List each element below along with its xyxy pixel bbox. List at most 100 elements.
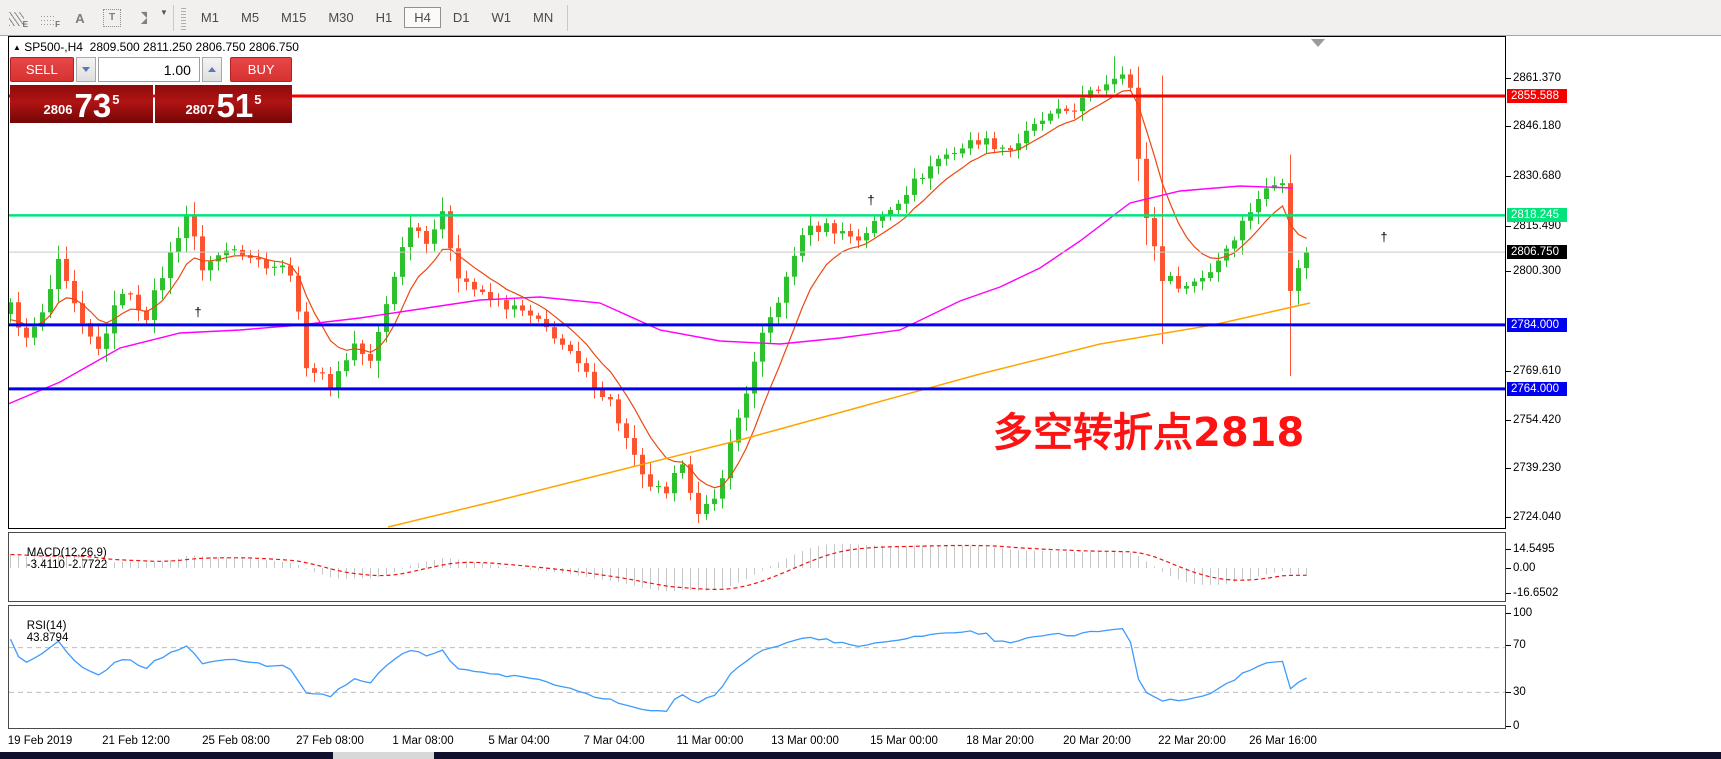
boxed-t-icon: T (103, 8, 121, 27)
buy-button[interactable]: BUY (230, 57, 293, 82)
date-tick-label: 18 Mar 20:00 (966, 735, 1034, 747)
axis-tick-mark (1506, 176, 1511, 177)
rsi-panel[interactable] (8, 605, 1506, 729)
date-tick-label: 20 Mar 20:00 (1063, 735, 1131, 747)
macd-label: MACD(12,26,9) -3.4110 -2.7722 (14, 535, 107, 583)
toolbar-separator (172, 4, 174, 31)
date-tick-label: 7 Mar 04:00 (583, 735, 645, 747)
axis-tick-mark (1506, 549, 1511, 550)
chart-header: ▲ SP500-,H4 2809.500 2811.250 2806.750 2… (13, 40, 299, 54)
timeframe-button-M15[interactable]: M15 (281, 10, 307, 25)
indicators-pattern-icon[interactable]: E (1, 5, 31, 31)
price-tick: 2846.180 (1513, 120, 1561, 132)
axis-tick-mark (1506, 593, 1511, 594)
date-tick-label: 27 Feb 08:00 (296, 735, 364, 747)
rsi-label: RSI(14) 43.8794 (14, 608, 69, 656)
chart-annotation-text: 多空转折点2818 (993, 410, 1305, 456)
crosshair-mark: † (194, 304, 202, 320)
rsi-tick: 30 (1513, 686, 1526, 698)
date-tick-label: 19 Feb 2019 (7, 735, 73, 747)
date-tick-label: 25 Feb 08:00 (202, 735, 270, 747)
timeframe-button-M1[interactable]: M1 (200, 10, 219, 25)
volume-increase-button[interactable] (201, 57, 223, 82)
rsi-value: 43.8794 (26, 632, 69, 644)
sell-price-superscript: 5 (112, 92, 120, 107)
date-tick-label: 15 Mar 00:00 (870, 735, 938, 747)
axis-tick-mark (1506, 371, 1511, 372)
rsi-tick: 0 (1513, 720, 1520, 732)
collapse-marker-icon[interactable]: ▲ (13, 43, 21, 52)
arrow-glyphs: ◥ ◢ (140, 9, 148, 25)
ohlc-quotes: 2809.500 2811.250 2806.750 2806.750 (89, 40, 299, 54)
crosshair-mark: † (1380, 229, 1388, 245)
price-tick: 2769.610 (1513, 365, 1561, 377)
axis-tick-mark (1506, 517, 1511, 518)
dot-grid-icon (40, 12, 56, 25)
grid-icon[interactable]: F (33, 5, 63, 31)
axis-tick-mark (1506, 126, 1511, 127)
macd-panel[interactable] (8, 532, 1506, 602)
buy-price-display[interactable]: 2807 51 5 (154, 85, 292, 124)
symbol-name: SP500-,H4 (24, 40, 83, 54)
down-triangle-icon (81, 67, 90, 72)
axis-tick-mark (1506, 271, 1511, 272)
icon-subscript: F (55, 19, 60, 29)
timeframe-button-H4[interactable]: H4 (404, 7, 441, 28)
text-label-icon[interactable]: A (65, 5, 95, 31)
timeframe-button-MN[interactable]: MN (533, 10, 554, 25)
rsi-name: RSI(14) (26, 620, 67, 632)
timeframe-button-M5[interactable]: M5 (240, 10, 260, 25)
text-box-icon[interactable]: T (97, 5, 127, 31)
date-tick-label: 5 Mar 04:00 (488, 735, 550, 747)
toolbar: E F A T ◥ ◢ ▼ M1 M5 M15 M30 H1 H4 D1 W1 MN (0, 0, 1721, 36)
rsi-chart[interactable] (9, 606, 1505, 728)
axis-tick-mark (1506, 568, 1511, 569)
date-tick-label: 1 Mar 08:00 (392, 735, 454, 747)
toolbar-drag-handle[interactable] (180, 5, 186, 30)
sell-price-prefix: 2806 (43, 102, 73, 117)
macd-tick: 0.00 (1513, 562, 1536, 574)
price-line-badge: 2784.000 (1507, 318, 1567, 332)
timeframe-button-M30[interactable]: M30 (328, 10, 354, 25)
dropdown-caret-icon[interactable]: ▼ (160, 8, 168, 17)
date-tick-label: 11 Mar 00:00 (676, 735, 744, 747)
buy-price-prefix: 2807 (185, 102, 215, 117)
macd-tick: 14.5495 (1513, 543, 1555, 555)
date-tick-label: 22 Mar 20:00 (1158, 735, 1226, 747)
buy-price-main: 51 (216, 87, 254, 124)
axis-tick-mark (1506, 645, 1511, 646)
price-tick: 2754.420 (1513, 414, 1561, 426)
price-tick: 2739.230 (1513, 462, 1561, 474)
volume-input[interactable] (97, 57, 200, 82)
horizontal-scrollbar[interactable] (0, 752, 1721, 759)
price-line-badge: 2855.588 (1507, 89, 1567, 103)
sell-button[interactable]: SELL (10, 57, 74, 82)
macd-name: MACD(12,26,9) (26, 547, 107, 559)
timeframe-button-H1[interactable]: H1 (375, 10, 393, 25)
price-line-badge: 2818.245 (1507, 208, 1567, 222)
macd-chart[interactable] (9, 533, 1505, 601)
icon-subscript: E (22, 19, 28, 29)
price-tick: 2815.490 (1513, 220, 1561, 232)
price-tick: 2724.040 (1513, 511, 1561, 523)
arrows-icon[interactable]: ◥ ◢ (129, 5, 159, 31)
volume-decrease-button[interactable] (75, 57, 96, 82)
axis-tick-mark (1506, 226, 1511, 227)
price-line-badge: 2764.000 (1507, 382, 1567, 396)
timeframe-button-D1[interactable]: D1 (452, 10, 470, 25)
letter-a-icon: A (75, 10, 85, 26)
timeframe-button-W1[interactable]: W1 (491, 10, 512, 25)
axis-tick-mark (1506, 420, 1511, 421)
crosshair-mark: † (867, 192, 875, 208)
price-tick: 2800.300 (1513, 265, 1561, 277)
rsi-tick: 70 (1513, 639, 1526, 651)
candlestick-chart[interactable] (9, 37, 1505, 528)
axis-tick-mark (1506, 692, 1511, 693)
rsi-tick: 100 (1513, 607, 1533, 619)
price-tick: 2861.370 (1513, 72, 1561, 84)
sell-price-display[interactable]: 2806 73 5 (10, 85, 153, 123)
macd-tick: -16.6502 (1513, 587, 1559, 599)
scrollbar-thumb[interactable] (333, 752, 434, 759)
date-tick-label: 26 Mar 16:00 (1249, 735, 1317, 747)
